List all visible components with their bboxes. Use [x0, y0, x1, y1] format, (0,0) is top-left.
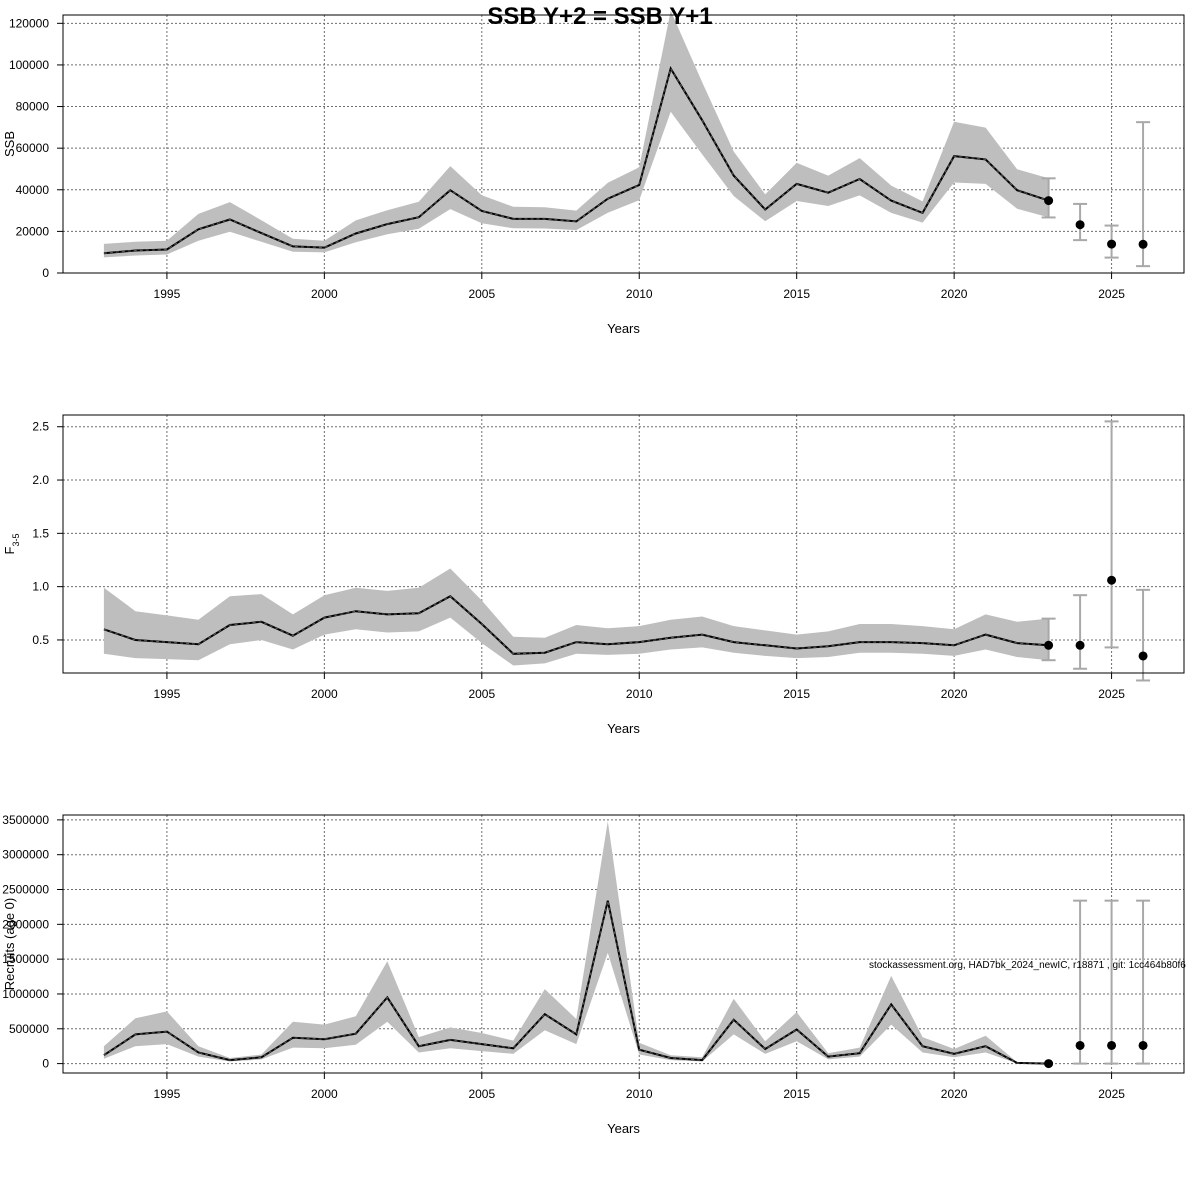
forecast-point — [1138, 239, 1148, 249]
x-tick-label: 2020 — [941, 287, 968, 301]
y-axis-title-subscript: 3-5 — [11, 534, 21, 547]
x-tick-label: 2010 — [626, 287, 653, 301]
x-tick-label: 1995 — [154, 287, 181, 301]
forecast-point — [1107, 239, 1117, 249]
forecast-point — [1044, 196, 1054, 206]
y-tick-label: 1000000 — [2, 987, 49, 1001]
y-axis-title-recruits: Recruits (age 0) — [2, 898, 17, 990]
x-tick-label: 2005 — [468, 287, 495, 301]
panel-recruits: 1995 2000 2005 2010 2015 2020 2025 0 500000 10000… — [2, 813, 1185, 1136]
footnote-credit: stockassessment.org, HAD7bk_2024_newIC, … — [869, 960, 1186, 971]
x-tick-label: 1995 — [154, 1087, 181, 1101]
confidence-band-fbar — [103, 568, 1049, 666]
forecast-point — [1075, 220, 1085, 230]
x-axis-title-ssb: Years — [607, 321, 640, 336]
y-tick-label: 1.0 — [32, 580, 49, 594]
y-tick-label: 1.5 — [32, 526, 49, 540]
estimate-line-recruits — [103, 900, 1049, 1065]
y-tick-label: 1500000 — [2, 952, 49, 966]
estimate-line-fbar — [103, 594, 1049, 655]
chart-title: SSB Y+2 = SSB Y+1 — [487, 3, 712, 30]
forecast-point — [1107, 1040, 1117, 1050]
forecast-point — [1107, 575, 1117, 585]
x-tick-label: 2020 — [941, 1087, 968, 1101]
y-tick-label: 2.0 — [32, 473, 49, 487]
x-tick-label: 2020 — [941, 687, 968, 701]
x-tick-label: 2000 — [311, 687, 338, 701]
chart-panels: 1995 2000 2005 2010 2015 2020 2025020000400006… — [2, 10, 1185, 1136]
x-tick-label: 2000 — [311, 1087, 338, 1101]
plot-frame-ssb — [62, 14, 1185, 274]
x-tick-label: 2000 — [311, 287, 338, 301]
y-tick-label: 0 — [42, 266, 49, 280]
confidence-band-ssb — [103, 10, 1049, 258]
panel-ssb: 1995 2000 2005 2010 2015 2020 2025 0 20000 40000 6… — [2, 10, 1185, 336]
x-axis-title-recruits: Years — [607, 1121, 640, 1136]
y-tick-label: 0.5 — [32, 633, 49, 647]
estimate-line-dash-fbar — [103, 595, 1049, 655]
plot-frame-recruits — [62, 814, 1185, 1074]
y-tick-label: 100000 — [9, 58, 49, 72]
plot-frame-fbar — [62, 414, 1185, 674]
x-tick-label: 2025 — [1098, 687, 1125, 701]
y-tick-label: 2.5 — [32, 420, 49, 434]
x-tick-label: 2025 — [1098, 1087, 1125, 1101]
y-tick-label: 40000 — [16, 183, 50, 197]
y-tick-label: 3000000 — [2, 848, 49, 862]
y-tick-label: 0 — [42, 1057, 49, 1071]
x-tick-label: 2005 — [468, 687, 495, 701]
y-tick-label: 20000 — [16, 224, 50, 238]
x-tick-label: 2015 — [783, 287, 810, 301]
forecast-point — [1075, 1040, 1085, 1050]
y-tick-label: 60000 — [16, 141, 50, 155]
x-tick-label: 2015 — [783, 687, 810, 701]
forecast-point — [1138, 651, 1148, 661]
x-tick-label: 2010 — [626, 687, 653, 701]
y-axis-title-ssb: SSB — [2, 131, 17, 157]
forecast-point — [1138, 1040, 1148, 1050]
y-tick-label: 80000 — [16, 100, 50, 114]
y-tick-label: 2500000 — [2, 883, 49, 897]
y-tick-label: 120000 — [9, 16, 49, 30]
x-tick-label: 2015 — [783, 1087, 810, 1101]
x-tick-label: 2010 — [626, 1087, 653, 1101]
x-tick-label: 2025 — [1098, 287, 1125, 301]
estimate-line-ssb — [103, 65, 1049, 255]
y-tick-label: 500000 — [9, 1022, 49, 1036]
forecast-point — [1044, 1059, 1054, 1069]
y-tick-label: 2000000 — [2, 917, 49, 931]
forecast-point — [1075, 640, 1085, 650]
forecast-point — [1044, 640, 1054, 650]
x-tick-label: 2005 — [468, 1087, 495, 1101]
panel-fbar: 1995 2000 2005 2010 2015 2020 2025 0.5 1.0 1.5 2.0… — [2, 414, 1185, 736]
y-tick-label: 3500000 — [2, 813, 49, 827]
x-axis-title-fbar: Years — [607, 721, 640, 736]
x-tick-label: 1995 — [154, 687, 181, 701]
